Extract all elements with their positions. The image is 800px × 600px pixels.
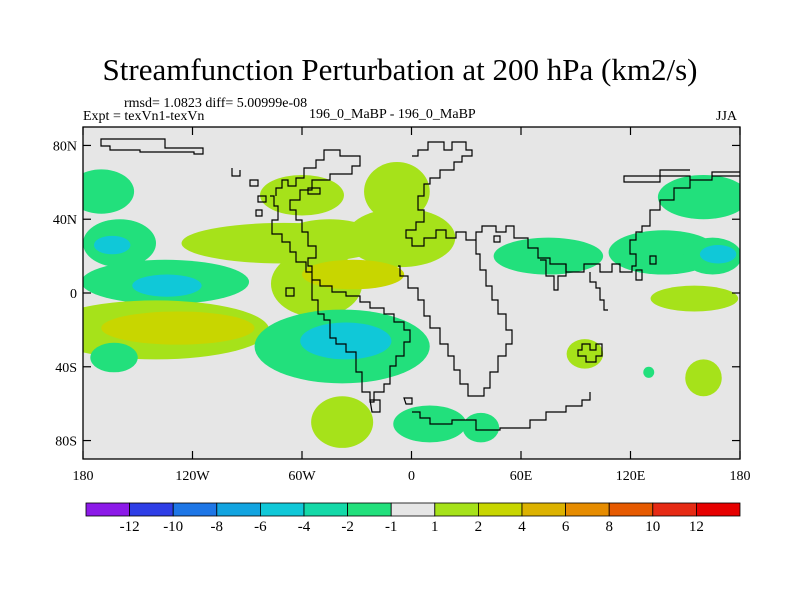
anomaly-contour-13 [101,311,255,345]
y-tick-label-4: 80S [55,435,77,450]
y-tick-label-2: 0 [70,287,77,302]
case-label: 196_0_MaBP - 196_0_MaBP [309,107,476,122]
colorbar-bin-1 [129,502,174,517]
colorbar-label-11: 8 [605,519,613,535]
anomaly-contour-17 [311,396,374,448]
anomaly-contour-8 [345,208,456,268]
colorbar-bin-6 [347,502,392,517]
anomaly-contour-4 [132,274,202,297]
colorbar-bin-14 [696,502,741,517]
colorbar-bin-11 [565,502,610,517]
x-tick-label-5: 120E [616,469,646,484]
anomaly-contour-25 [650,285,739,312]
stats-text: rmsd= 1.0823 diff= 5.00999e-08 [124,96,308,111]
anomaly-contour-27 [643,366,655,378]
y-tick-label-0: 80N [53,139,77,154]
experiment-label: Expt = texVn1-texVn [83,109,205,124]
colorbar-bin-8 [434,502,479,517]
anomaly-contour-21 [657,174,740,220]
season-label: JJA [716,109,738,124]
colorbar: -12 -10 -8 -6 -4 -2 -1 1 2 4 6 8 10 12 [85,502,741,535]
colorbar-label-6: -1 [385,519,398,535]
colorbar-label-1: -10 [163,519,183,535]
anomaly-contour-26 [566,339,604,369]
colorbar-bin-12 [608,502,654,517]
colorbar-bin-4 [259,502,305,517]
coastline-americas [231,149,411,403]
anomaly-contour-20 [493,237,604,275]
coastline-eurasia-africa [398,141,740,397]
coastline-antarctica [369,392,591,431]
colorbar-bin-3 [216,502,261,517]
colorbar-label-13: 12 [689,519,704,535]
colorbar-label-8: 2 [475,519,483,535]
colorbar-label-5: -2 [341,519,354,535]
anomaly-contour-24 [699,245,737,264]
anomaly-contour-14 [90,342,138,373]
colorbar-label-12: 10 [645,519,660,535]
colorbar-bin-2 [172,502,218,517]
coastline-australia [577,343,603,363]
colorbar-label-7: 1 [431,519,439,535]
anomaly-contour-19 [462,412,500,443]
anomaly-contour-28 [685,359,722,397]
colorbar-label-4: -4 [298,519,311,535]
x-tick-label-0: 180 [73,469,94,484]
colorbar-label-9: 4 [518,519,526,535]
colorbar-bin-5 [303,502,348,517]
colorbar-label-3: -6 [254,519,267,535]
y-tick-label-1: 40N [53,213,77,228]
chart-title: Streamfunction Perturbation at 200 hPa (… [102,52,698,87]
anomaly-contour-16 [300,322,392,360]
x-tick-label-4: 60E [510,469,533,484]
y-axis: 80N 40N 0 40S 80S [53,139,740,450]
colorbar-bin-10 [521,502,566,517]
x-tick-label-2: 60W [288,469,316,484]
anomaly-contour-0 [83,169,135,214]
colorbar-label-0: -12 [120,519,140,535]
anomaly-contour-11 [302,259,405,290]
x-tick-label-6: 180 [730,469,751,484]
coastlines [100,138,740,431]
colorbar-bin-0 [85,502,130,517]
colorbar-bin-7 [390,502,436,517]
anomaly-contour-10 [280,219,379,260]
x-tick-label-1: 120W [175,469,210,484]
coastline-north-america [100,138,204,155]
anomaly-contour-2 [93,235,131,255]
x-axis: 180 120W 60W 0 60E 120E 180 [73,127,751,484]
x-tick-label-3: 0 [408,469,415,484]
colorbar-bin-13 [652,502,697,517]
anomaly-contour-7 [260,174,344,216]
colorbar-label-2: -8 [211,519,224,535]
coastline-greenland-islands [249,179,657,297]
anomaly-contour-9 [364,162,430,222]
y-tick-label-3: 40S [55,361,77,376]
coastline-south-asia [540,259,608,311]
colorbar-bin-9 [477,502,523,517]
colorbar-label-10: 6 [562,519,570,535]
